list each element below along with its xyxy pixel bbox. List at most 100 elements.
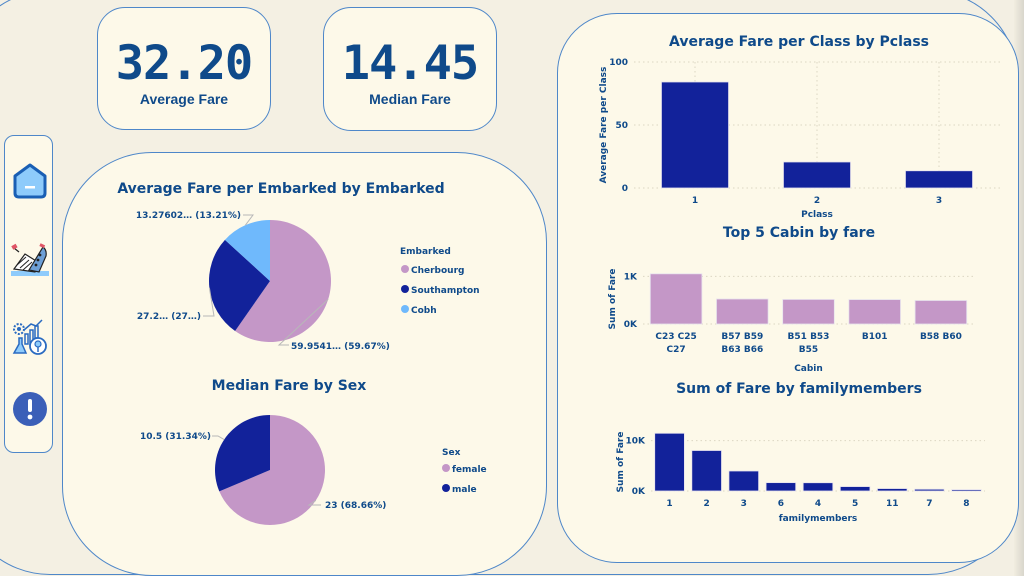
cabin-y-axis-label: Sum of Fare xyxy=(608,269,618,330)
family-y-tick: 0K xyxy=(632,487,646,497)
sex-data-label: 10.5 (31.34%) xyxy=(140,432,211,442)
average-fare-card: 32.20 Average Fare xyxy=(97,7,271,130)
embarked-leader-line xyxy=(277,298,329,346)
cabin-x-tick: B101 xyxy=(862,332,888,342)
sex-legend-item[interactable]: male xyxy=(452,485,477,495)
embarked-legend-marker xyxy=(401,265,409,273)
family-x-tick: 11 xyxy=(886,499,899,509)
embarked-legend-marker xyxy=(401,305,409,313)
pclass-bar[interactable] xyxy=(783,161,851,189)
pclass-title: Average Fare per Class by Pclass xyxy=(669,34,929,50)
family-x-axis-label: familymembers xyxy=(779,514,858,524)
sex-legend-title: Sex xyxy=(442,448,461,458)
embarked-slice-cobh[interactable] xyxy=(224,220,270,281)
pclass-x-tick: 3 xyxy=(936,196,942,206)
home-icon xyxy=(13,163,47,199)
pie-charts-card: Average Fare per Embarked by Embarked 59… xyxy=(62,152,547,576)
pclass-x-tick: 1 xyxy=(692,196,698,206)
sidebar-item-analytics[interactable] xyxy=(11,318,49,356)
family-chart: Sum of Fare by familymembers 0K 10K 1 2 3 6 4 5 1… xyxy=(616,381,985,524)
sex-slice-female[interactable] xyxy=(219,415,325,525)
family-bar[interactable] xyxy=(691,450,722,492)
family-bar[interactable] xyxy=(728,470,760,492)
sex-legend: Sex female male xyxy=(442,448,487,495)
page-shadow xyxy=(1014,0,1024,576)
family-y-tick: 10K xyxy=(626,437,647,447)
sex-legend-marker xyxy=(442,464,450,472)
cabin-bar[interactable] xyxy=(848,299,901,325)
pclass-bar[interactable] xyxy=(905,170,973,189)
pclass-x-axis-label: Pclass xyxy=(801,210,833,220)
sidebar-item-titanic[interactable] xyxy=(11,240,49,278)
family-bar[interactable] xyxy=(914,488,945,492)
sex-leader-line xyxy=(212,435,225,441)
sex-leader-line xyxy=(307,500,321,506)
embarked-data-label: 27.2… (27…) xyxy=(137,312,201,322)
pclass-bar[interactable] xyxy=(661,81,729,189)
family-x-tick: 6 xyxy=(778,499,784,509)
average-fare-value: 32.20 xyxy=(115,36,253,91)
exclamation-icon xyxy=(13,392,47,426)
cabin-x-tick: B57 B59 B63 B66 xyxy=(721,332,763,355)
embarked-legend-item[interactable]: Cherbourg xyxy=(411,266,464,276)
family-x-tick: 3 xyxy=(741,499,747,509)
cabin-x-tick: B51 B53 B55 xyxy=(788,332,830,355)
cabin-bar[interactable] xyxy=(782,299,835,325)
embarked-legend-item[interactable]: Southampton xyxy=(411,286,480,296)
family-bar[interactable] xyxy=(951,489,982,492)
family-bar[interactable] xyxy=(654,432,685,492)
embarked-data-label: 59.9541… (59.67%) xyxy=(291,342,390,352)
family-bar[interactable] xyxy=(802,482,834,492)
family-bar[interactable] xyxy=(839,486,871,492)
embarked-legend-marker xyxy=(401,285,409,293)
cabin-y-tick: 0K xyxy=(624,320,638,330)
cabin-bar[interactable] xyxy=(914,300,968,325)
family-x-tick: 4 xyxy=(815,499,821,509)
embarked-slice-cherbourg[interactable] xyxy=(235,220,331,342)
embarked-pie: 59.9541… (59.67%) 27.2… (27…) 13.27602… (1… xyxy=(136,211,390,352)
family-x-tick: 8 xyxy=(963,499,969,509)
cabin-x-tick: C23 C25 C27 xyxy=(655,332,696,355)
embarked-data-label: 13.27602… (13.21%) xyxy=(136,211,241,221)
sex-legend-marker xyxy=(442,484,450,492)
average-fare-label: Average Fare xyxy=(139,91,229,107)
pclass-y-tick: 50 xyxy=(615,121,628,131)
cabin-x-tick: B58 B60 xyxy=(920,332,962,342)
pclass-y-tick: 0 xyxy=(622,184,628,194)
family-x-tick: 7 xyxy=(926,499,932,509)
embarked-legend-title: Embarked xyxy=(400,247,451,257)
embarked-legend-item[interactable]: Cobh xyxy=(411,306,437,316)
bar-charts-card: Average Fare per Class by Pclass 0 50 100 1 2… xyxy=(557,13,1019,563)
embarked-leader-line xyxy=(243,214,254,226)
cabin-bar[interactable] xyxy=(716,298,769,325)
pclass-chart: Average Fare per Class by Pclass 0 50 100 1 2… xyxy=(599,34,1000,220)
family-x-tick: 1 xyxy=(666,499,672,509)
sex-pie-title: Median Fare by Sex xyxy=(212,378,367,394)
family-title: Sum of Fare by familymembers xyxy=(676,381,922,397)
sidebar-item-home[interactable] xyxy=(11,162,49,200)
family-bar[interactable] xyxy=(765,482,797,492)
cabin-title: Top 5 Cabin by fare xyxy=(723,225,875,241)
pclass-y-tick: 100 xyxy=(609,58,628,68)
median-fare-label: Median Fare xyxy=(369,91,451,107)
sidebar-nav xyxy=(4,135,53,453)
sex-legend-item[interactable]: female xyxy=(452,465,487,475)
cabin-chart: Top 5 Cabin by fare 0K 1K C23 C25 C27 B57 B59… xyxy=(608,225,974,374)
embarked-slice-southampton[interactable] xyxy=(209,239,270,332)
analytics-icon xyxy=(12,319,47,355)
cabin-bar[interactable] xyxy=(649,273,703,325)
sex-slice-male[interactable] xyxy=(214,415,270,492)
sinking-ship-icon xyxy=(11,243,49,276)
sidebar-item-info[interactable] xyxy=(11,390,49,428)
family-bar[interactable] xyxy=(876,488,908,492)
sex-pie: 23 (68.66%) 10.5 (31.34%) xyxy=(140,415,386,525)
cabin-x-axis-label: Cabin xyxy=(794,364,823,374)
pclass-y-axis-label: Average Fare per Class xyxy=(599,67,609,184)
bar-charts-svg: Average Fare per Class by Pclass 0 50 100 1 2… xyxy=(599,34,1000,524)
cabin-y-tick: 1K xyxy=(624,272,638,282)
median-fare-value: 14.45 xyxy=(341,36,479,91)
sex-data-label: 23 (68.66%) xyxy=(325,501,386,511)
embarked-pie-title: Average Fare per Embarked by Embarked xyxy=(117,181,444,197)
family-y-axis-label: Sum of Fare xyxy=(616,432,626,493)
embarked-legend: Embarked Cherbourg Southampton Cobh xyxy=(400,247,480,316)
